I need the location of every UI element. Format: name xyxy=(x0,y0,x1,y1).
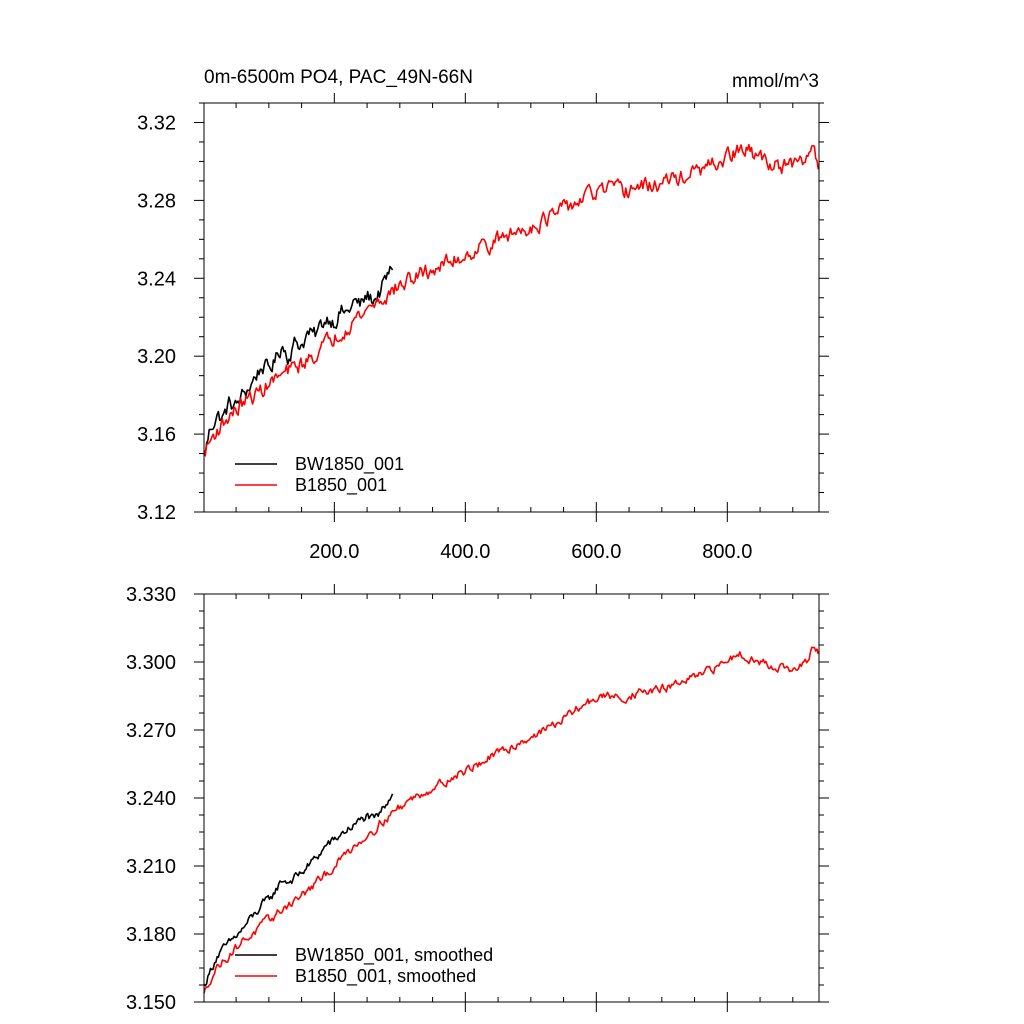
chart-title: 0m-6500m PO4, PAC_49N-66N xyxy=(204,67,473,88)
bottom-series-line-bw1850 xyxy=(203,793,394,987)
top-xtick-label: 200.0 xyxy=(309,541,359,563)
bottom-ytick-label: 3.300 xyxy=(126,652,176,674)
top-series-line-bw1850 xyxy=(203,265,394,456)
top-ytick-label: 3.32 xyxy=(137,112,176,134)
bottom-panel: 3.150 3.180 3.210 3.240 3.270 3.300 3.330 BW18… xyxy=(126,584,829,1014)
legend-label: B1850_001, smoothed xyxy=(295,966,476,987)
bottom-ytick-label: 3.210 xyxy=(126,856,176,878)
top-ytick-label: 3.16 xyxy=(137,424,176,446)
bottom-series-line-b1850 xyxy=(203,646,820,994)
top-ytick-label: 3.24 xyxy=(137,268,176,290)
top-panel: 3.12 3.16 3.20 3.24 3.28 3.32 200.0 400.0 600.0 8… xyxy=(137,93,829,563)
bottom-ytick-label: 3.150 xyxy=(126,992,176,1014)
top-xtick-label: 800.0 xyxy=(702,541,752,563)
legend-label: BW1850_001 xyxy=(295,454,404,475)
top-series-line-b1850 xyxy=(203,143,820,457)
top-xtick-label: 600.0 xyxy=(571,541,621,563)
bottom-ytick-label: 3.270 xyxy=(126,720,176,742)
top-ytick-label: 3.12 xyxy=(137,502,176,524)
legend-label: BW1850_001, smoothed xyxy=(295,945,493,966)
bottom-ytick-label: 3.330 xyxy=(126,584,176,606)
bottom-ytick-label: 3.240 xyxy=(126,788,176,810)
chart-units: mmol/m^3 xyxy=(732,71,819,92)
top-ytick-label: 3.28 xyxy=(137,190,176,212)
top-xtick-label: 400.0 xyxy=(440,541,490,563)
top-series-layer xyxy=(203,143,820,457)
top-ytick-label: 3.20 xyxy=(137,346,176,368)
bottom-ticks xyxy=(194,584,829,1012)
bottom-series-layer xyxy=(203,646,820,994)
legend-label: B1850_001 xyxy=(295,475,387,496)
top-ticks xyxy=(194,93,829,522)
top-plot-frame xyxy=(203,102,820,513)
top-tick-labels: 3.12 3.16 3.20 3.24 3.28 3.32 200.0 400.0 600.0 8… xyxy=(137,112,752,563)
bottom-tick-labels: 3.150 3.180 3.210 3.240 3.270 3.300 3.330 xyxy=(126,584,176,1014)
bottom-ytick-label: 3.180 xyxy=(126,924,176,946)
bottom-plot-frame xyxy=(203,593,820,1003)
